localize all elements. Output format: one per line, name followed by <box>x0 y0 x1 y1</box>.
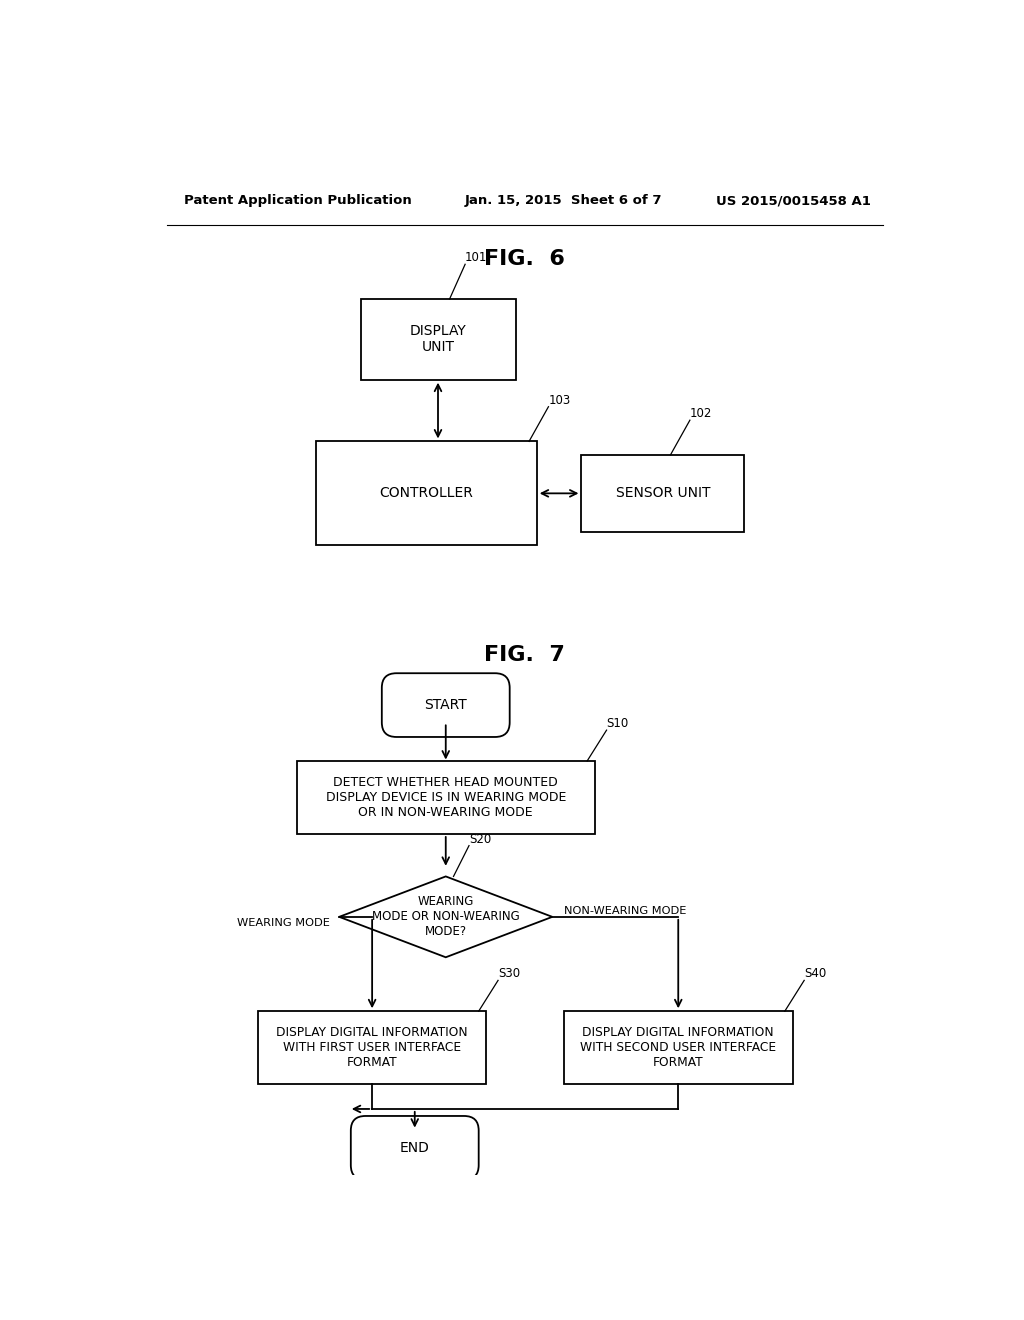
Text: END: END <box>399 1140 430 1155</box>
Text: WEARING MODE: WEARING MODE <box>237 917 330 928</box>
Text: Jan. 15, 2015  Sheet 6 of 7: Jan. 15, 2015 Sheet 6 of 7 <box>465 194 663 207</box>
Text: S30: S30 <box>498 968 520 981</box>
FancyBboxPatch shape <box>258 1011 486 1084</box>
Text: US 2015/0015458 A1: US 2015/0015458 A1 <box>717 194 871 207</box>
Text: CONTROLLER: CONTROLLER <box>380 486 473 500</box>
FancyBboxPatch shape <box>582 455 744 532</box>
FancyBboxPatch shape <box>316 441 537 545</box>
FancyBboxPatch shape <box>382 673 510 737</box>
Text: NON-WEARING MODE: NON-WEARING MODE <box>564 906 686 916</box>
Text: DISPLAY DIGITAL INFORMATION
WITH FIRST USER INTERFACE
FORMAT: DISPLAY DIGITAL INFORMATION WITH FIRST U… <box>276 1026 468 1069</box>
Text: 103: 103 <box>549 393 570 407</box>
FancyBboxPatch shape <box>564 1011 793 1084</box>
Text: WEARING
MODE OR NON-WEARING
MODE?: WEARING MODE OR NON-WEARING MODE? <box>372 895 519 939</box>
Text: DISPLAY
UNIT: DISPLAY UNIT <box>410 325 466 355</box>
Text: S10: S10 <box>606 717 629 730</box>
Text: SENSOR UNIT: SENSOR UNIT <box>615 486 710 500</box>
Text: 101: 101 <box>465 251 487 264</box>
Text: DISPLAY DIGITAL INFORMATION
WITH SECOND USER INTERFACE
FORMAT: DISPLAY DIGITAL INFORMATION WITH SECOND … <box>581 1026 776 1069</box>
Text: 102: 102 <box>690 407 713 420</box>
FancyBboxPatch shape <box>297 760 595 834</box>
Text: FIG.  6: FIG. 6 <box>484 248 565 268</box>
Text: START: START <box>424 698 467 711</box>
FancyBboxPatch shape <box>360 298 515 380</box>
Text: S40: S40 <box>804 968 826 981</box>
Polygon shape <box>339 876 552 957</box>
Text: DETECT WHETHER HEAD MOUNTED
DISPLAY DEVICE IS IN WEARING MODE
OR IN NON-WEARING : DETECT WHETHER HEAD MOUNTED DISPLAY DEVI… <box>326 776 566 818</box>
Text: Patent Application Publication: Patent Application Publication <box>183 194 412 207</box>
Text: FIG.  7: FIG. 7 <box>484 645 565 665</box>
Text: S20: S20 <box>469 833 492 846</box>
FancyBboxPatch shape <box>351 1115 478 1180</box>
